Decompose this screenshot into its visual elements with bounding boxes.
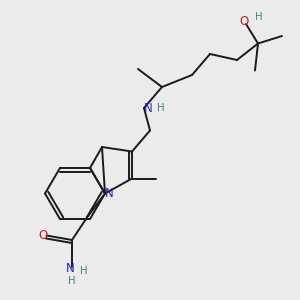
- Text: N: N: [105, 187, 114, 200]
- Text: N: N: [144, 101, 153, 115]
- Text: O: O: [240, 14, 249, 28]
- Text: H: H: [68, 275, 76, 286]
- Text: O: O: [39, 229, 48, 242]
- Text: H: H: [80, 266, 88, 277]
- Text: H: H: [157, 103, 164, 113]
- Text: N: N: [66, 262, 75, 275]
- Text: H: H: [255, 11, 262, 22]
